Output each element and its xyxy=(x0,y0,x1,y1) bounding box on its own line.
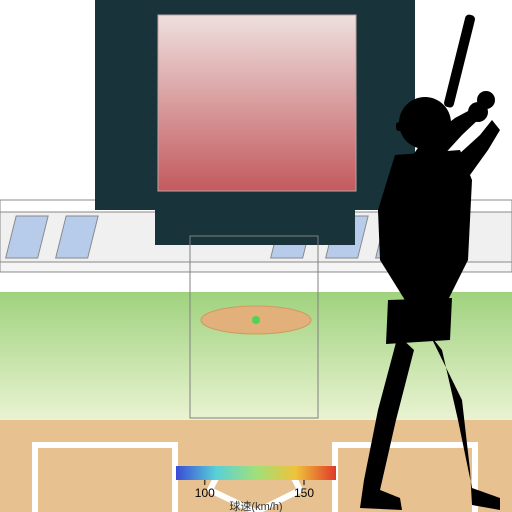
scene-svg: 100 150 球速(km/h) xyxy=(0,0,512,512)
legend-tick-label: 100 xyxy=(195,486,215,500)
legend-tick-label: 150 xyxy=(294,486,314,500)
scoreboard xyxy=(95,0,415,245)
pitcher-dot xyxy=(252,316,260,324)
pitch-location-stage: 100 150 球速(km/h) xyxy=(0,0,512,512)
legend-label: 球速(km/h) xyxy=(229,499,282,512)
scoreboard-heatmap xyxy=(158,15,356,191)
